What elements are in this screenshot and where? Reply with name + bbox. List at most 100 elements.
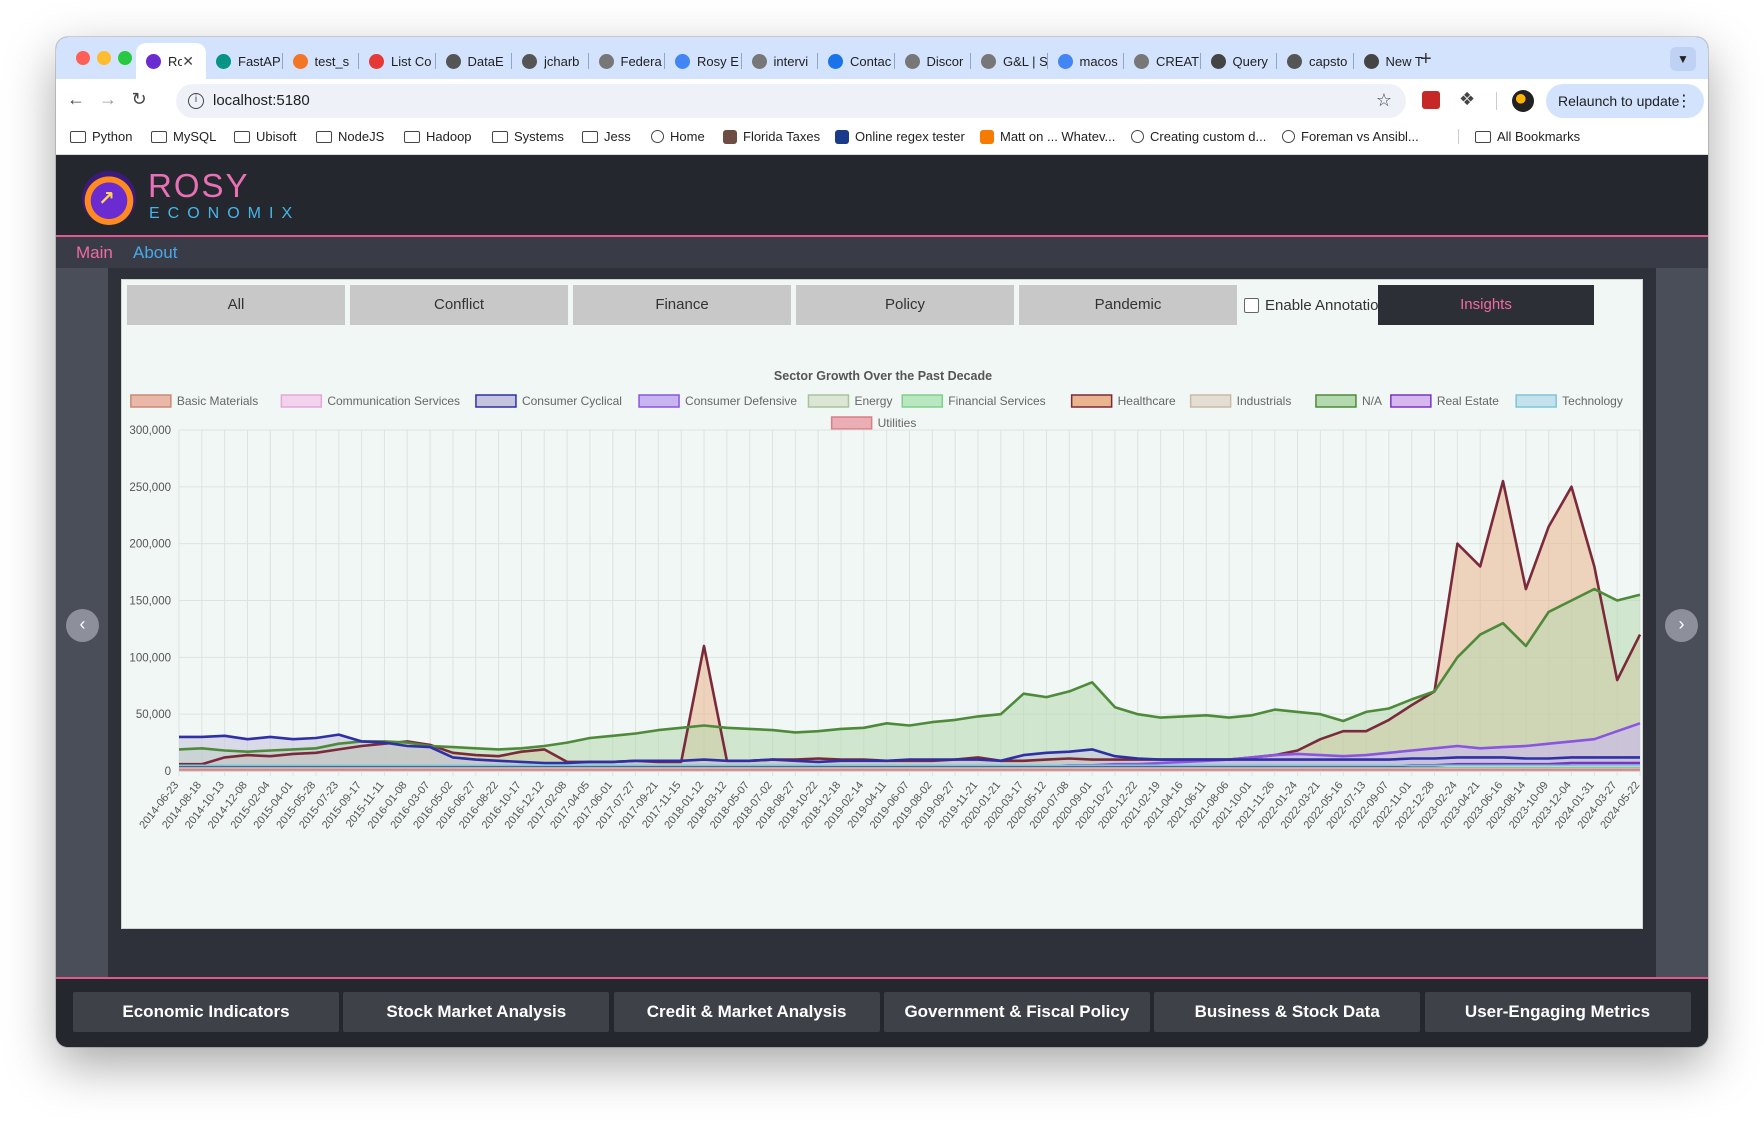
browser-tab[interactable]: intervi [742, 43, 819, 79]
footer-button[interactable]: User-Engaging Metrics [1424, 992, 1691, 1032]
y-tick-label: 300,000 [129, 425, 171, 437]
footer-button[interactable]: Economic Indicators [73, 992, 339, 1032]
folder-icon [492, 130, 508, 143]
browser-tab[interactable]: Contac [818, 43, 895, 79]
browser-tab-label: jcharb [544, 53, 580, 69]
minimize-window-button[interactable] [97, 51, 111, 65]
close-tab-icon[interactable]: ✕ [182, 52, 194, 69]
tab-divider [664, 53, 665, 69]
bookmark-item[interactable]: NodeJS [316, 129, 384, 144]
nav-main-link[interactable]: Main [76, 243, 113, 262]
bookmark-item[interactable]: Python [70, 129, 132, 144]
more-menu-icon[interactable]: ⋮ [1676, 93, 1692, 110]
bookmark-item[interactable]: Creating custom d... [1131, 129, 1266, 144]
series-line [178, 587, 1641, 753]
annotations-checkbox[interactable] [1244, 298, 1259, 313]
browser-tab[interactable]: Discor [895, 43, 972, 79]
footer-button[interactable]: Government & Fiscal Policy [883, 992, 1150, 1032]
bookmark-item[interactable]: Online regex tester [835, 129, 965, 144]
series-line [179, 761, 1640, 768]
site-info-icon[interactable]: i [188, 93, 204, 109]
forward-arrow-icon[interactable]: → [99, 89, 117, 109]
nav-about-link[interactable]: About [133, 243, 178, 262]
bookmark-item[interactable]: Hadoop [404, 129, 472, 144]
reload-icon[interactable]: ↻ [131, 89, 147, 109]
series-line [179, 733, 1640, 765]
browser-tab[interactable]: jcharb [512, 43, 589, 79]
insights-button[interactable]: Insights [1378, 285, 1594, 325]
browser-tab[interactable]: Federa [589, 43, 666, 79]
legend-swatch [1070, 394, 1113, 408]
browser-tab[interactable]: capsto [1277, 43, 1354, 79]
bookmark-label: Florida Taxes [743, 129, 821, 144]
tab-divider [587, 53, 589, 69]
carousel-prev-button[interactable]: ‹ [66, 609, 99, 642]
browser-tab[interactable]: List Co [359, 43, 436, 79]
bookmark-item[interactable]: Foreman vs Ansibl... [1282, 129, 1419, 144]
rosy-economix-logo[interactable] [82, 171, 136, 225]
browser-tab[interactable]: New T [1354, 43, 1431, 79]
category-tab[interactable]: All [127, 285, 345, 325]
browser-window: Ro ✕ FastAP test_s List Co DataE jcharb Federa R… [56, 37, 1708, 1047]
globe-icon [1282, 130, 1295, 143]
bookmark-label: Creating custom d... [1150, 129, 1267, 144]
address-url[interactable]: localhost:5180 [213, 92, 310, 109]
new-tab-icon[interactable]: + [1420, 48, 1432, 70]
legend-label: Consumer Defensive [685, 394, 797, 408]
cat-icon [1210, 53, 1226, 69]
legend-swatch [1390, 394, 1432, 408]
browser-tab[interactable]: Query [1201, 43, 1278, 79]
bookmark-item[interactable]: Jess [582, 129, 631, 144]
browser-tab[interactable]: Rosy E [665, 43, 742, 79]
jupyter-icon [292, 53, 308, 69]
browser-tab-label: capsto [1309, 53, 1348, 69]
github-icon [445, 53, 461, 69]
address-bar[interactable]: i localhost:5180 ☆ [176, 84, 1406, 118]
carousel-next-button[interactable]: › [1665, 609, 1698, 642]
legend-label: Communication Services [327, 394, 460, 408]
google-icon [1057, 53, 1073, 69]
browser-tab-label: G&L | S [1003, 53, 1048, 69]
bookmark-item[interactable]: Systems [492, 129, 564, 144]
sector-growth-chart: Sector Growth Over the Past Decade Basic … [129, 369, 1642, 831]
maximize-window-button[interactable] [118, 51, 132, 65]
bookmark-item[interactable]: MySQL [151, 129, 216, 144]
bookmark-item[interactable]: Home [651, 129, 705, 144]
browser-tab[interactable]: CREAT [1124, 43, 1201, 79]
footer-button[interactable]: Business & Stock Data [1154, 992, 1421, 1032]
tab-search-chevron-icon[interactable]: ▼ [1670, 47, 1696, 71]
bookmark-star-icon[interactable]: ☆ [1375, 90, 1392, 110]
relaunch-button[interactable]: Relaunch to update ⋮ [1546, 84, 1704, 118]
category-tab[interactable]: Policy [796, 285, 1014, 325]
profile-avatar[interactable] [1512, 90, 1534, 112]
enable-annotations-toggle[interactable]: Enable Annotations [1244, 297, 1394, 314]
tab-divider [1199, 53, 1201, 69]
browser-tab-label: CREAT [1156, 53, 1200, 69]
bookmark-item[interactable]: Matt on ... Whatev... [980, 129, 1115, 144]
back-arrow-icon[interactable]: ← [67, 89, 85, 109]
legend-label: Financial Services [948, 394, 1045, 408]
browser-tab[interactable]: FastAP [206, 43, 283, 79]
footer-button[interactable]: Credit & Market Analysis [613, 992, 880, 1032]
browser-tab[interactable]: Ro ✕ [136, 43, 206, 79]
footer-button[interactable]: Stock Market Analysis [343, 992, 610, 1032]
category-tab[interactable]: Pandemic [1019, 285, 1237, 325]
browser-tab[interactable]: macos [1048, 43, 1125, 79]
close-window-button[interactable] [76, 51, 90, 65]
browser-tab[interactable]: DataE [436, 43, 513, 79]
site-favicon-icon [723, 129, 737, 144]
bookmark-item[interactable]: Florida Taxes [723, 129, 820, 144]
category-tab[interactable]: Conflict [350, 285, 568, 325]
category-tab[interactable]: Finance [573, 285, 791, 325]
chart-card: All Conflict Finance Policy Pandemic Enable … [121, 279, 1643, 929]
site-icon [1134, 53, 1149, 69]
fastapi-icon [216, 53, 231, 69]
tab-divider [1352, 53, 1354, 69]
browser-tab-label: Discor [926, 53, 964, 69]
browser-tab[interactable]: G&L | S [971, 43, 1048, 79]
browser-tab[interactable]: test_s [283, 43, 360, 79]
bookmark-item[interactable]: Ubisoft [234, 129, 296, 144]
all-bookmarks[interactable]: All Bookmarks [1458, 129, 1580, 144]
extension-icon[interactable] [1422, 91, 1440, 109]
extensions-puzzle-icon[interactable]: ❖ [1459, 89, 1476, 109]
